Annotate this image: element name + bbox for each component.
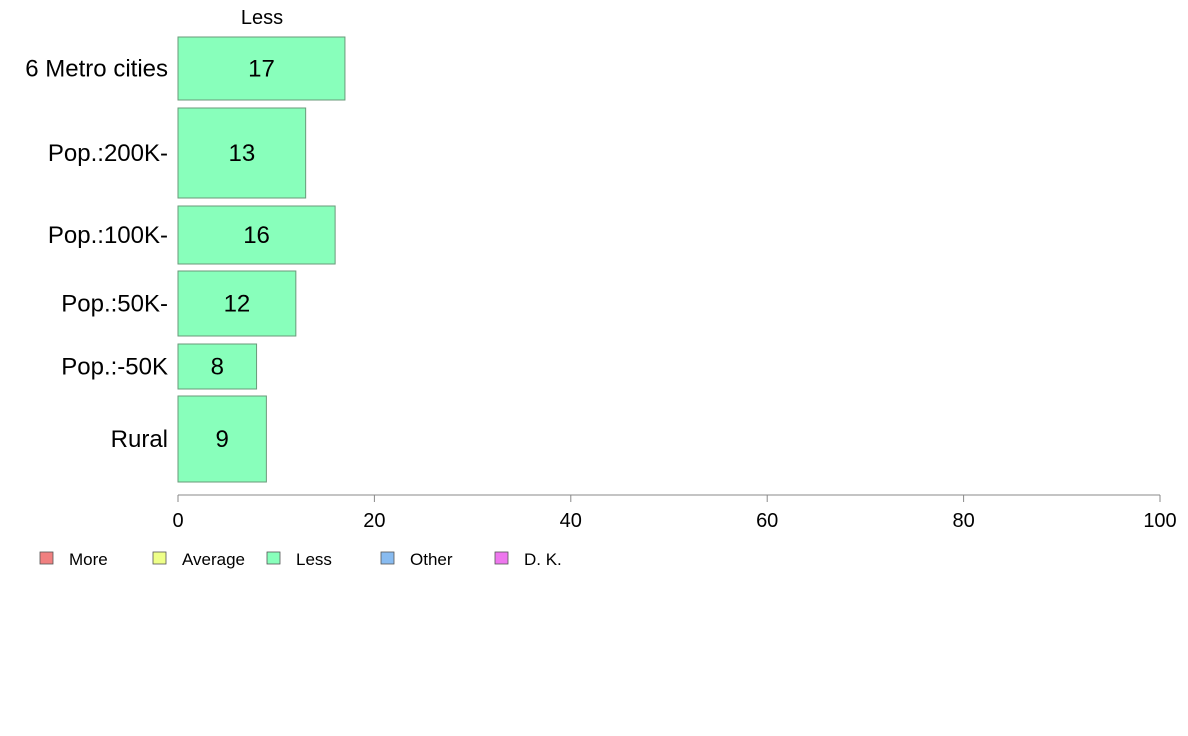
bar-value-label: 13 bbox=[228, 140, 255, 167]
bar bbox=[177, 205, 336, 265]
legend-swatch bbox=[494, 551, 509, 565]
category-label: Pop.:200K- bbox=[48, 140, 168, 167]
category-label: Pop.:100K- bbox=[48, 222, 168, 249]
bar-value-label: 12 bbox=[224, 291, 251, 318]
category-label: 6 Metro cities bbox=[25, 56, 168, 83]
legend-label: Other bbox=[410, 550, 453, 569]
x-tick-label: 0 bbox=[172, 510, 183, 532]
legend-label: More bbox=[69, 550, 108, 569]
x-axis: 0 20 40 60 80 100 bbox=[172, 494, 1177, 532]
bar bbox=[177, 343, 258, 390]
bar bbox=[177, 395, 267, 483]
bar bbox=[177, 107, 307, 199]
legend-label: Less bbox=[296, 550, 332, 569]
legend-swatch bbox=[39, 551, 54, 565]
bar-value-label: 17 bbox=[248, 56, 275, 83]
legend-swatch bbox=[380, 551, 395, 565]
x-tick-label: 100 bbox=[1143, 510, 1176, 532]
category-label: Pop.:50K- bbox=[61, 291, 168, 318]
legend: More Average Less Other D. K. bbox=[39, 550, 562, 569]
category-label: Pop.:-50K bbox=[61, 354, 168, 381]
x-tick-label: 60 bbox=[756, 510, 778, 532]
bar bbox=[177, 36, 346, 101]
legend-label: D. K. bbox=[524, 550, 562, 569]
bar-value-label: 9 bbox=[216, 426, 229, 453]
legend-swatch bbox=[152, 551, 167, 565]
legend-label: Average bbox=[182, 550, 245, 569]
bar-value-label: 16 bbox=[243, 222, 270, 249]
panel-title: Less bbox=[241, 7, 283, 29]
x-tick-label: 40 bbox=[560, 510, 582, 532]
bars-group: 6 Metro cities 17 Pop.:200K- 13 Pop.:100K- 16… bbox=[25, 36, 346, 483]
legend-swatch bbox=[266, 551, 281, 565]
x-tick-label: 20 bbox=[363, 510, 385, 532]
bar bbox=[177, 270, 297, 337]
category-label: Rural bbox=[111, 426, 168, 453]
x-tick-label: 80 bbox=[952, 510, 974, 532]
bar-value-label: 8 bbox=[211, 354, 224, 381]
